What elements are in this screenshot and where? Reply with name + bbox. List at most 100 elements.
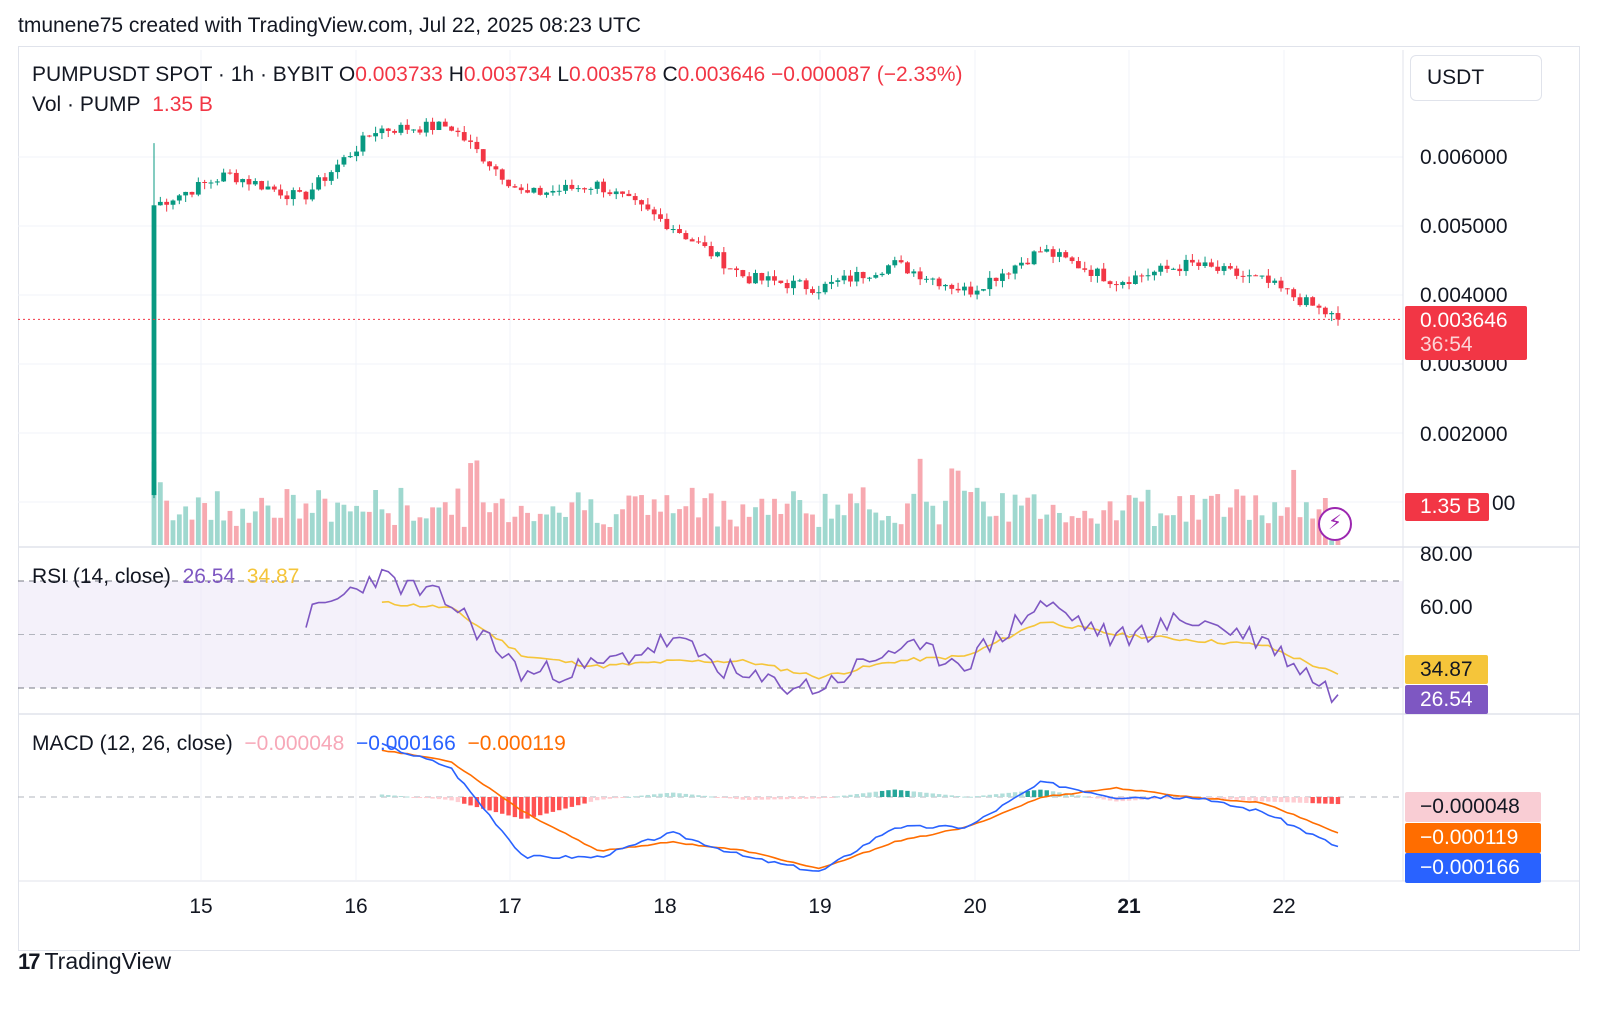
volume-bar xyxy=(569,502,575,545)
volume-bar xyxy=(955,470,961,545)
candle xyxy=(835,280,841,282)
volume-bar xyxy=(284,489,290,545)
candle xyxy=(1170,268,1176,270)
candle xyxy=(829,281,834,284)
candle xyxy=(303,191,309,200)
candle xyxy=(1164,265,1170,269)
volume-bar xyxy=(892,522,898,545)
volume-bar xyxy=(746,516,752,545)
candle xyxy=(183,191,189,196)
volume-bar xyxy=(1057,512,1062,545)
macd-histogram-bar xyxy=(557,797,562,811)
macd-histogram-bar xyxy=(658,793,663,797)
volume-bar xyxy=(1259,515,1265,545)
macd-histogram-bar xyxy=(905,790,910,797)
volume-bar xyxy=(658,511,663,545)
macd-histogram-bar xyxy=(708,796,714,798)
candle xyxy=(240,179,246,183)
candle xyxy=(696,241,701,243)
volume-bar xyxy=(1050,504,1056,545)
candle xyxy=(607,192,613,195)
lightning-icon[interactable]: ⚡ xyxy=(1318,507,1352,541)
rsi-tick: 60.00 xyxy=(1420,596,1473,619)
volume-bar xyxy=(651,499,657,545)
candle xyxy=(271,186,277,190)
candle xyxy=(297,190,303,192)
candle xyxy=(1019,262,1024,266)
volume-bar xyxy=(1189,495,1195,545)
volume-bar xyxy=(708,493,714,545)
time-tick-label: 22 xyxy=(1272,895,1296,918)
volume-bar xyxy=(1170,515,1176,545)
candle xyxy=(582,188,587,190)
macd-line xyxy=(381,742,1339,872)
volume-bar xyxy=(385,513,391,545)
candle xyxy=(1095,268,1100,276)
macd-histogram-bar xyxy=(1164,797,1170,799)
candle xyxy=(525,190,530,193)
macd-histogram-bar xyxy=(898,790,904,797)
candle xyxy=(202,181,208,183)
volume-bar xyxy=(195,497,201,545)
volume-bar xyxy=(189,519,195,545)
volume-bar xyxy=(550,506,556,545)
volume-bar xyxy=(525,512,530,545)
volume-bar xyxy=(683,506,689,545)
macd-histogram-bar xyxy=(639,795,644,797)
macd-histogram-bar xyxy=(734,797,739,800)
volume-bar xyxy=(613,514,619,545)
volume-bar xyxy=(518,505,524,545)
volume-bar xyxy=(664,495,670,545)
candle xyxy=(360,135,366,152)
volume-bar xyxy=(867,509,872,545)
candle xyxy=(1259,275,1265,277)
volume-tag: 1.35 B xyxy=(1405,493,1489,521)
candle xyxy=(430,121,435,131)
volume-bar xyxy=(886,515,891,545)
macd-histogram-bar xyxy=(772,797,777,800)
candle xyxy=(664,218,670,230)
candle xyxy=(639,200,644,205)
macd-histogram-bar xyxy=(677,793,682,797)
candle xyxy=(341,157,347,165)
candle xyxy=(499,169,505,180)
candle xyxy=(784,283,790,289)
volume-bar xyxy=(1246,519,1252,545)
macd-histogram-bar xyxy=(810,797,815,799)
volume-bar xyxy=(455,488,461,545)
candle xyxy=(962,286,967,291)
candle xyxy=(924,278,929,280)
candle xyxy=(259,181,265,190)
currency-button[interactable]: USDT xyxy=(1410,55,1542,101)
candle xyxy=(886,265,891,274)
volume-bar xyxy=(1044,514,1050,545)
candle xyxy=(1291,289,1297,298)
macd-legend: MACD (12, 26, close) −0.000048 −0.000166… xyxy=(32,732,566,755)
volume-bar xyxy=(797,500,803,545)
candle xyxy=(1158,265,1164,272)
volume-bar xyxy=(778,513,784,545)
macd-histogram-bar xyxy=(588,797,594,802)
volume-bar xyxy=(1006,521,1012,545)
volume-bar xyxy=(905,503,910,545)
macd-histogram-bar xyxy=(943,794,948,797)
macd-histogram-bar xyxy=(1152,797,1157,800)
volume-bar xyxy=(936,524,942,545)
volume-bar xyxy=(677,509,682,545)
candle xyxy=(816,292,822,294)
candle xyxy=(658,214,663,219)
volume-bar xyxy=(645,514,651,545)
macd-histogram-bar xyxy=(1012,792,1018,797)
candle xyxy=(1057,252,1062,257)
macd-histogram-bar xyxy=(1006,792,1011,797)
macd-histogram-bar xyxy=(519,797,524,819)
volume-bar xyxy=(1291,469,1297,545)
candle xyxy=(772,276,777,281)
volume-bar xyxy=(911,493,917,545)
candle xyxy=(1139,275,1145,277)
candle xyxy=(1063,252,1069,258)
candle xyxy=(955,288,961,291)
candle xyxy=(715,252,720,257)
symbol-title: PUMPUSDT SPOT · 1h · BYBIT xyxy=(32,63,334,86)
